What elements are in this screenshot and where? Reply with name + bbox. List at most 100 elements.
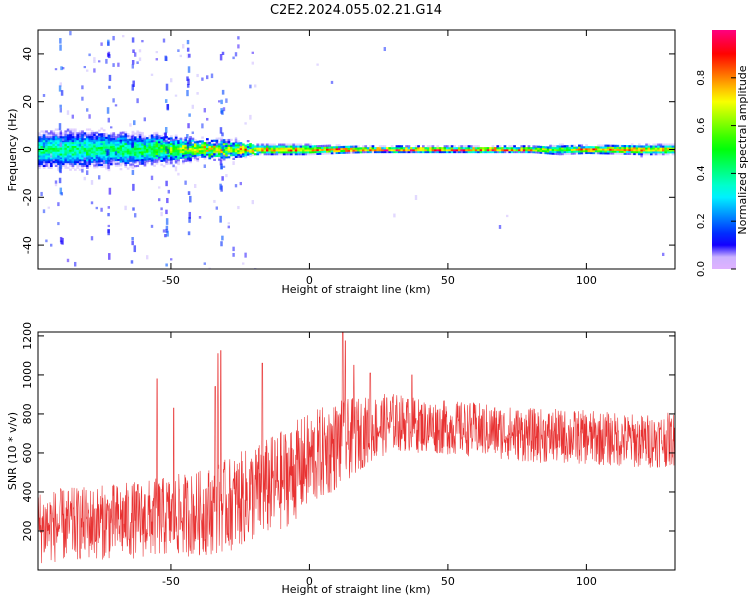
heatmap-cell: [270, 153, 274, 156]
heatmap-cell: [119, 154, 123, 157]
heatmap-noise-cell: [251, 200, 254, 205]
heatmap-cell: [234, 146, 238, 149]
heatmap-noise-cell: [86, 69, 89, 72]
heatmap-cell: [218, 147, 221, 150]
heatmap-cell: [518, 147, 521, 150]
heatmap-cell: [561, 149, 564, 152]
heatmap-cell: [304, 143, 308, 146]
heatmap-cell: [359, 151, 363, 154]
heatmap-cell: [165, 141, 168, 144]
heatmap-cell: [582, 150, 586, 153]
heatmap-cell: [230, 138, 233, 142]
heatmap-cell: [117, 162, 120, 165]
heatmap-cell: [215, 137, 219, 140]
heatmap-cell: [74, 159, 77, 162]
heatmap-cell: [172, 144, 176, 147]
heatmap-cell: [117, 135, 120, 138]
heatmap-cell: [153, 139, 156, 143]
heatmap-cell: [280, 151, 284, 154]
heatmap-cell: [146, 139, 149, 142]
heatmap-noise-cell: [201, 77, 204, 81]
heatmap-cell: [635, 145, 639, 148]
heatmap-cell: [136, 155, 140, 158]
heatmap-cell: [153, 132, 156, 135]
heatmap-cell: [599, 146, 603, 149]
heatmap-cell: [527, 150, 531, 154]
heatmap-cell: [659, 151, 663, 154]
heatmap-noise-cell: [213, 199, 216, 203]
heatmap-cell: [407, 149, 411, 152]
heatmap-noise-cell: [249, 114, 252, 120]
heatmap-cell: [587, 146, 591, 149]
heatmap-cell: [59, 136, 63, 139]
heatmap-cell: [201, 146, 204, 149]
heatmap-cell: [57, 168, 60, 171]
heatmap-cell: [155, 137, 159, 140]
heatmap-cell: [436, 149, 440, 152]
heatmap-cell: [225, 144, 228, 147]
colorbar-axis: 0.00.20.40.60.8: [696, 70, 736, 277]
heatmap-cell: [86, 128, 89, 131]
heatmap-cell: [369, 145, 372, 148]
heatmap-cell: [131, 148, 135, 151]
heatmap-noise-cell: [506, 214, 509, 218]
heatmap-cell: [314, 145, 317, 148]
heatmap-cell: [59, 149, 63, 152]
heatmap-cell: [117, 139, 120, 142]
heatmap-cell: [323, 146, 327, 149]
heatmap-streak-cell: [220, 99, 223, 105]
heatmap-cell: [62, 136, 65, 139]
heatmap-cell: [604, 152, 608, 155]
heatmap-cell: [90, 155, 94, 158]
heatmap-cell: [378, 150, 382, 154]
heatmap-cell: [160, 159, 164, 162]
heatmap-cell: [611, 148, 615, 151]
heatmap-cell: [122, 162, 125, 165]
heatmap-cell: [573, 144, 576, 147]
heatmap-cell: [282, 153, 286, 156]
heatmap-cell: [645, 151, 648, 154]
heatmap-noise-cell: [100, 207, 103, 212]
heatmap-cell: [105, 161, 108, 164]
heatmap-cell: [306, 151, 310, 154]
heatmap-cell: [266, 143, 269, 146]
heatmap-cell: [71, 141, 75, 145]
heatmap-cell: [561, 143, 564, 146]
heatmap-cell: [126, 150, 130, 153]
heatmap-cell: [294, 149, 298, 152]
heatmap-cell: [546, 148, 550, 151]
heatmap-cell: [102, 133, 106, 136]
heatmap-cell: [189, 143, 192, 147]
heatmap-cell: [126, 135, 130, 138]
heatmap-cell: [220, 141, 224, 144]
heatmap-noise-cell: [186, 53, 190, 59]
heatmap-cell: [484, 150, 488, 154]
heatmap-cell: [83, 160, 87, 164]
heatmap-streak-cell: [188, 53, 191, 58]
heatmap-cell: [95, 145, 99, 148]
heatmap-cell: [126, 167, 130, 170]
heatmap-cell: [59, 155, 63, 158]
heatmap-cell: [50, 162, 53, 166]
heatmap-cell: [141, 149, 144, 152]
heatmap-cell: [585, 146, 588, 149]
heatmap-cell: [206, 143, 209, 147]
heatmap-cell: [148, 159, 152, 162]
heatmap-cell: [143, 152, 147, 156]
heatmap-cell: [501, 149, 504, 152]
heatmap-cell: [201, 136, 204, 139]
heatmap-cell: [150, 144, 154, 147]
heatmap-cell: [69, 157, 72, 160]
heatmap-cell: [554, 148, 557, 152]
heatmap-cell: [98, 146, 101, 150]
heatmap-cell: [69, 151, 72, 154]
heatmap-cell: [282, 145, 286, 148]
heatmap-cell: [210, 143, 214, 146]
heatmap-cell: [134, 159, 137, 162]
heatmap-cell: [179, 147, 183, 150]
heatmap-cell: [450, 147, 454, 150]
heatmap-cell: [170, 156, 173, 159]
heatmap-cell: [174, 134, 178, 137]
heatmap-cell: [390, 147, 394, 150]
heatmap-cell: [114, 134, 118, 137]
